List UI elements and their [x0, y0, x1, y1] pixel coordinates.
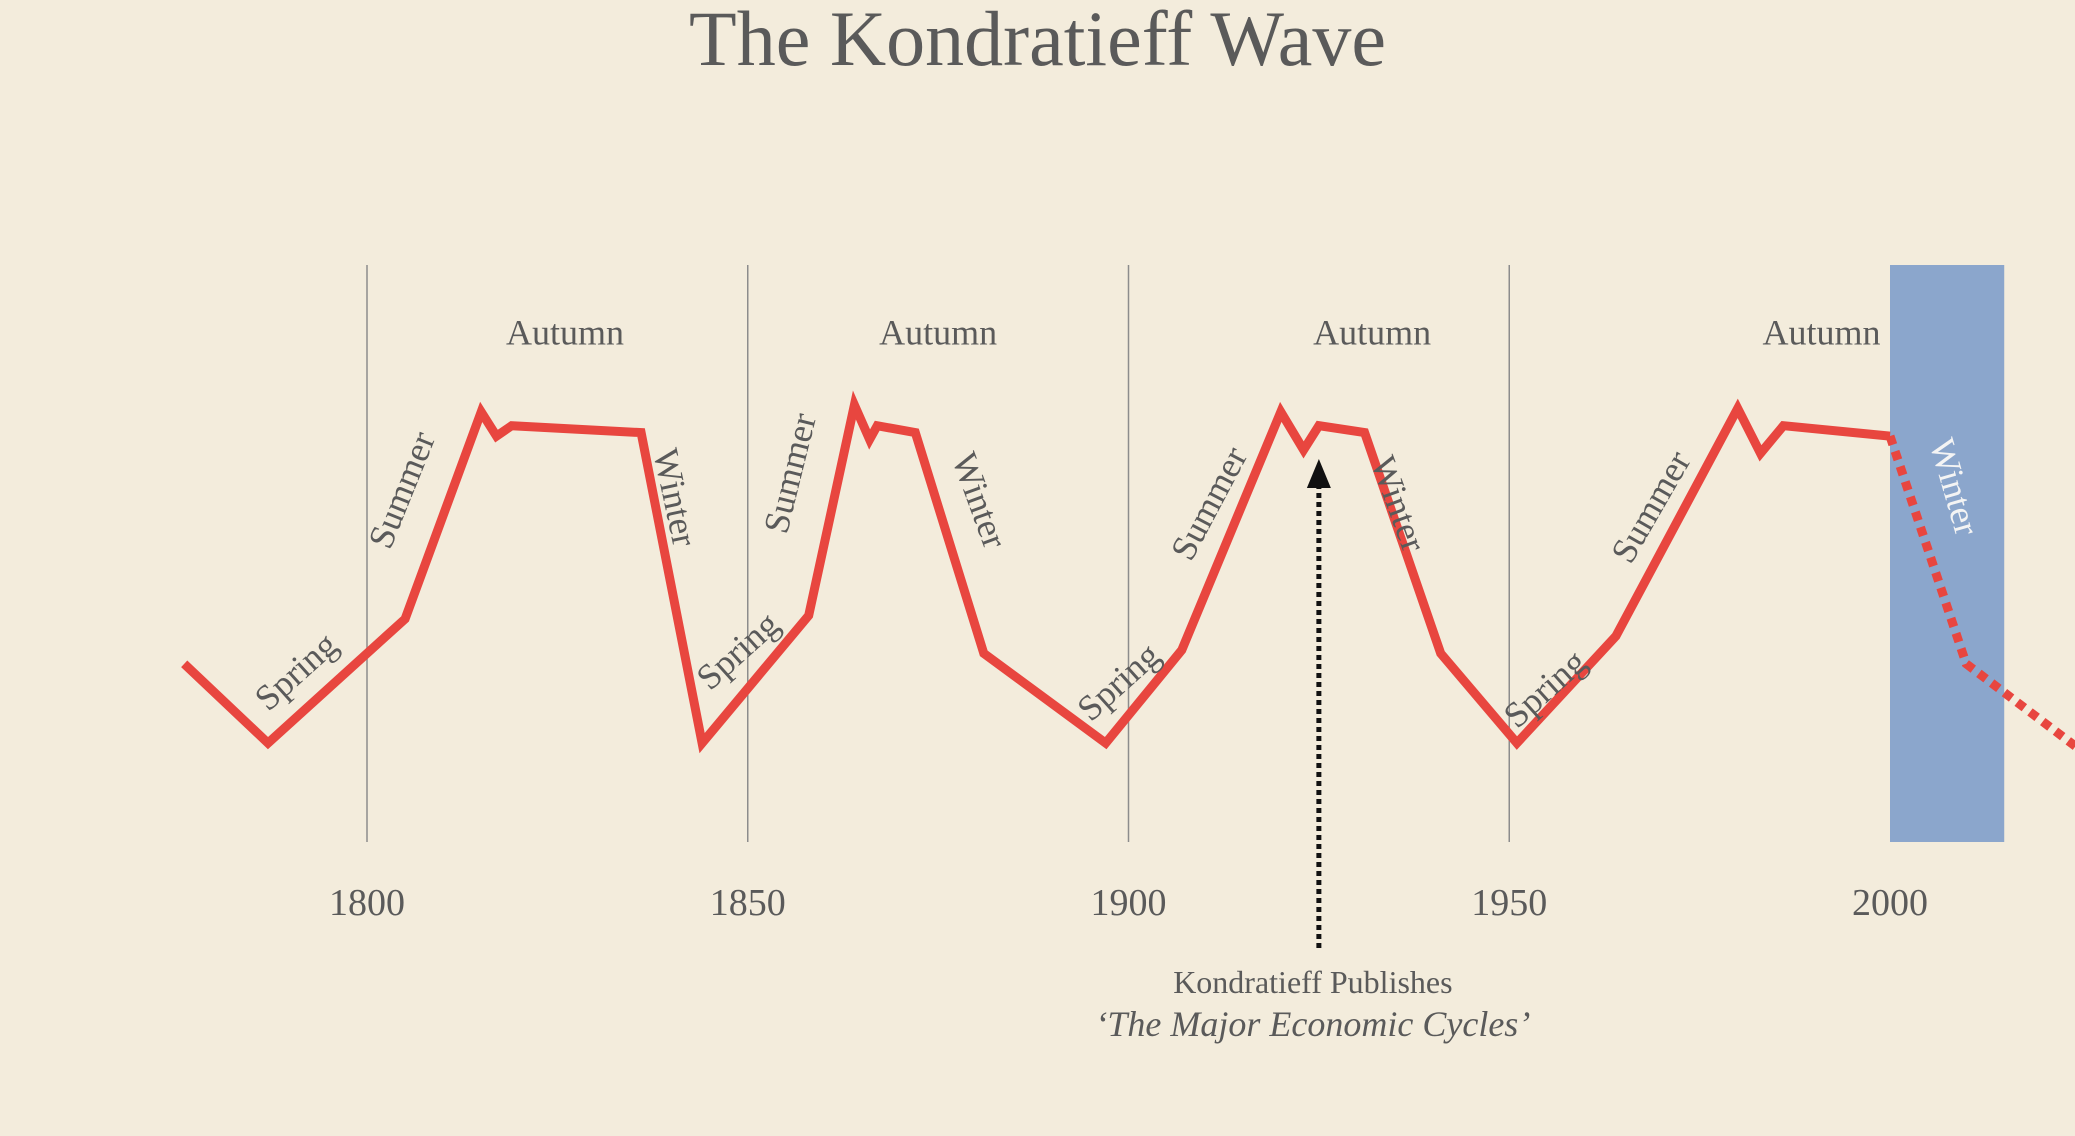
x-tick-label: 2000 [1852, 882, 1928, 924]
x-tick-label: 1800 [329, 882, 405, 924]
annotation-line-2: ‘The Major Economic Cycles’ [1095, 1004, 1530, 1044]
season-label-autumn: Autumn [1313, 312, 1431, 352]
season-label-winter: Winter [944, 447, 1015, 553]
winter-highlight-band [1890, 265, 2005, 842]
season-label-spring: Spring [247, 624, 345, 718]
season-label-spring: Spring [1496, 642, 1594, 736]
season-label-summer: Summer [756, 409, 824, 537]
x-tick-label: 1900 [1091, 882, 1167, 924]
annotation-arrow-head [1306, 459, 1331, 488]
season-label-autumn: Autumn [1762, 312, 1880, 352]
wave-line [181, 390, 1891, 754]
season-label-autumn: Autumn [506, 312, 624, 352]
chart-title: The Kondratieff Wave [689, 0, 1386, 82]
wave-forecast-line [1885, 434, 2075, 752]
season-label-spring: Spring [689, 604, 787, 698]
season-label-autumn: Autumn [879, 312, 997, 352]
x-tick-label: 1950 [1471, 882, 1547, 924]
x-tick-label: 1850 [710, 882, 786, 924]
annotation-line-1: Kondratieff Publishes [1173, 964, 1452, 1000]
season-label-winter: Winter [1363, 451, 1434, 557]
season-label-summer: Summer [360, 426, 443, 554]
